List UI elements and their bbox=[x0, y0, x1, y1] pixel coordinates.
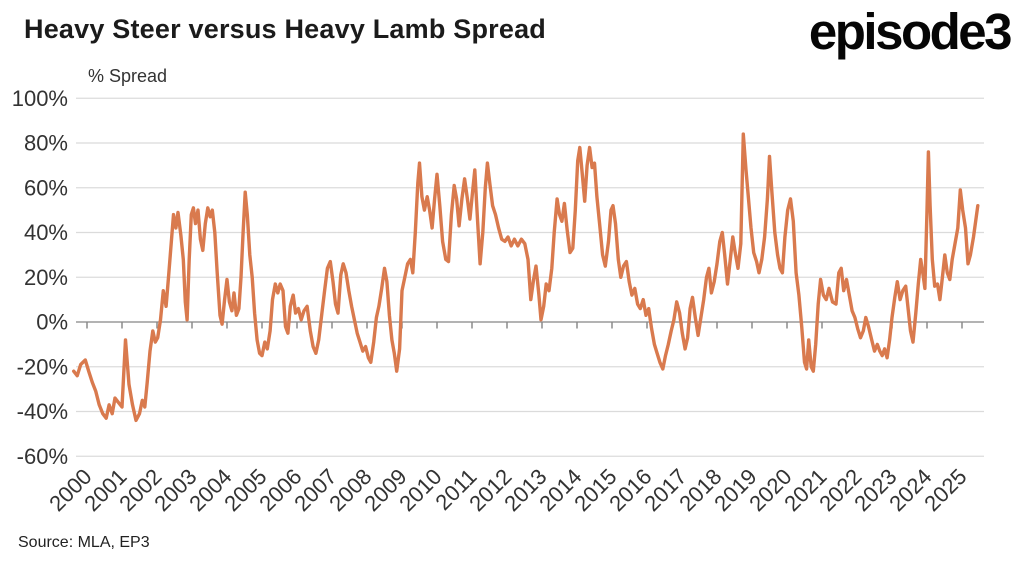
svg-text:-40%: -40% bbox=[17, 399, 68, 424]
svg-text:40%: 40% bbox=[24, 220, 68, 245]
svg-text:-60%: -60% bbox=[17, 444, 68, 469]
source-note: Source: MLA, EP3 bbox=[18, 534, 150, 551]
svg-text:2025: 2025 bbox=[919, 464, 971, 516]
svg-text:0%: 0% bbox=[36, 310, 68, 335]
y-axis-title: % Spread bbox=[88, 66, 168, 86]
svg-text:60%: 60% bbox=[24, 175, 68, 200]
svg-text:80%: 80% bbox=[24, 131, 68, 156]
chart-title: Heavy Steer versus Heavy Lamb Spread bbox=[24, 14, 546, 44]
svg-text:-20%: -20% bbox=[17, 354, 68, 379]
episode3-logo: episode3 bbox=[808, 3, 1013, 60]
svg-text:100%: 100% bbox=[12, 86, 68, 111]
svg-text:20%: 20% bbox=[24, 265, 68, 290]
